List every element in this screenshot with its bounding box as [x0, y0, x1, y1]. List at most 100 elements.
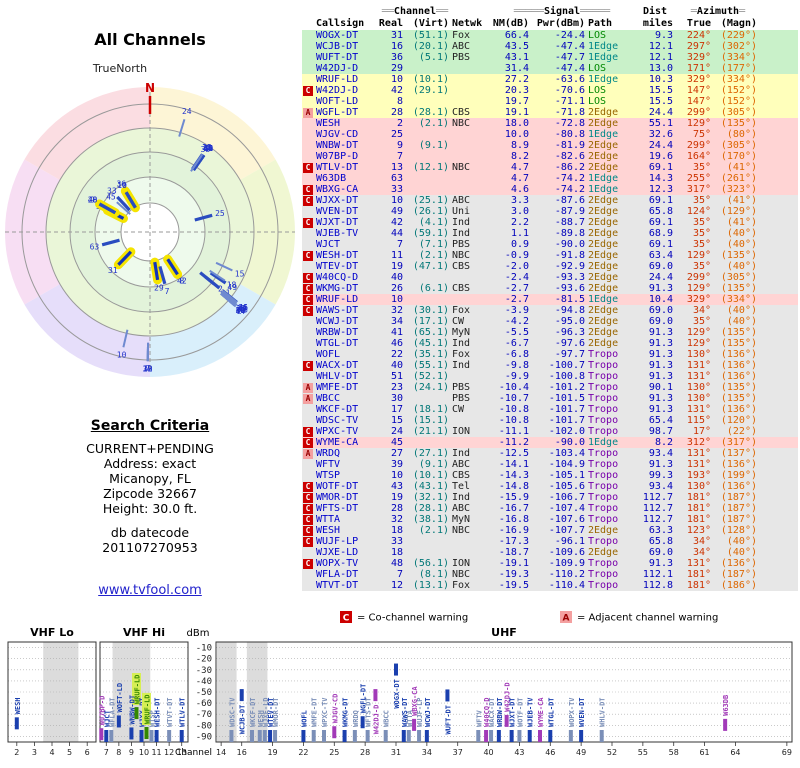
radar-spoke [209, 269, 226, 282]
callsign-cell: WRUF-LD [316, 74, 359, 85]
station-bar-label: WMOR-DT [272, 697, 280, 727]
station-bar [342, 730, 347, 742]
power-cell: -94.8 [554, 305, 585, 316]
network-cell: Ind [452, 228, 471, 239]
channel-tick-label: 16 [237, 748, 247, 757]
virtual-channel-cell: (25.1) [412, 195, 449, 206]
callsign-cell: WJXE-LD [316, 547, 359, 558]
nm-cell: -14.3 [498, 470, 529, 481]
radar-spoke-channel-label: 63 [90, 242, 100, 251]
search-criteria-lines: CURRENT+PENDING Address: exact Micanopy, F… [0, 441, 300, 516]
network-cell: NBC [452, 525, 471, 536]
azimuth-true-cell: 329° [686, 294, 711, 305]
adjacent-channel-legend-swatch [560, 611, 572, 623]
distance-cell: 91.3 [648, 338, 673, 349]
table-group-header: ══Channel══ ═════Signal═════ Dist ═Azimuth═ [381, 6, 746, 17]
path-cell: Tropo [588, 470, 619, 481]
power-cell: -110.4 [548, 580, 585, 591]
nm-cell: 19.1 [504, 107, 529, 118]
callsign-cell: WJXX-DT [316, 195, 359, 206]
real-channel-cell: 18 [390, 547, 403, 558]
radar-spoke-channel-label: 10 [117, 181, 127, 190]
network-cell: ABC [452, 459, 471, 470]
nm-cell: -16.9 [498, 525, 529, 536]
power-cell: -97.6 [554, 338, 585, 349]
power-cell: -47.7 [554, 52, 585, 63]
virtual-channel-cell [406, 96, 452, 107]
radar-spoke [158, 266, 167, 285]
callsign-cell: WRDQ [316, 448, 341, 459]
real-channel-cell: 23 [390, 382, 403, 393]
co-channel-warning-badge: C [303, 306, 313, 316]
station-bar-label: WJXE-LD [262, 697, 270, 727]
station-bar [352, 730, 357, 742]
azimuth-true-cell: 299° [686, 272, 711, 283]
radar-spoke [220, 292, 236, 307]
callsign-cell: WKMG-DT [316, 283, 359, 294]
virtual-channel-cell: (59.1) [412, 228, 449, 239]
virtual-channel-cell [406, 536, 452, 547]
distance-cell: 10.4 [648, 294, 673, 305]
virtual-channel-cell: (51.1) [412, 30, 449, 41]
highlight-box [142, 692, 151, 725]
tvfool-link[interactable]: www.tvfool.com [98, 583, 202, 598]
warning-cell: C [302, 195, 316, 206]
azimuth-magnetic-cell: (323°) [720, 184, 757, 195]
azimuth-magnetic-cell: (135°) [720, 118, 757, 129]
co-channel-warning-badge: C [303, 427, 313, 437]
table-row: WOFL 22 (35.1) Fox -6.8 -97.7 Tropo 91.3 130° (13… [302, 349, 798, 360]
callsign-cell: WRUF-LD [316, 294, 359, 305]
callsign-cell: WJGV-CD [316, 129, 359, 140]
station-bar [268, 730, 273, 742]
azimuth-magnetic-cell: (136°) [720, 371, 757, 382]
distance-cell: 12.3 [648, 184, 673, 195]
azimuth-magnetic-cell: (334°) [720, 294, 757, 305]
callsign-cell: WCJB-DT [316, 41, 359, 52]
callsign-cell: W42DJ-D [316, 63, 359, 74]
warning-cell [302, 41, 316, 52]
real-channel-cell: 28 [390, 107, 403, 118]
station-bar [250, 730, 254, 742]
network-cell: CBS [452, 107, 471, 118]
path-cell: 2Edge [588, 327, 619, 338]
real-channel-cell: 63 [390, 173, 403, 184]
real-channel-cell: 45 [390, 437, 403, 448]
real-channel-cell: 40 [390, 272, 403, 283]
path-cell: 1Edge [588, 41, 619, 52]
warning-cell: C [302, 294, 316, 305]
azimuth-magnetic-cell: (261°) [720, 173, 757, 184]
network-cell: Fox [452, 580, 471, 591]
radar-spoke [222, 292, 238, 306]
channel-tick-label: 12 [164, 748, 174, 757]
power-cell: -102.0 [548, 426, 585, 437]
radar-spoke-channel-label: 39 [236, 306, 246, 315]
callsign-cell: WOFT-LD [316, 96, 359, 107]
radar-spoke [166, 258, 179, 276]
station-bar-label: WOFL [300, 710, 308, 727]
table-row: WNBW-DT 9 (9.1) 8.9 -81.9 2Edge 24.4 299° (305°) [302, 140, 798, 151]
table-row: C WRUF-LD 10 -2.7 -81.5 1Edge 10.4 329° (334°) [302, 294, 798, 305]
power-cell: -109.9 [548, 558, 585, 569]
power-cell: -107.4 [548, 503, 585, 514]
warning-cell [302, 404, 316, 415]
callsign-cell: W07BP-D [316, 151, 359, 162]
radar-spoke-channel-label: 33 [201, 145, 211, 154]
nm-cell: 66.4 [504, 30, 529, 41]
radar-spoke-channel-label: 44 [204, 144, 214, 153]
station-bar-label: WFLA-DT [108, 697, 116, 727]
channel-tick-label: 58 [669, 748, 679, 757]
path-cell: 2Edge [588, 195, 619, 206]
power-cell: -101.7 [548, 404, 585, 415]
co-channel-warning-badge: C [303, 251, 313, 261]
warning-cell [302, 30, 316, 41]
radar-spoke-channel-label: 10 [117, 181, 127, 190]
co-channel-warning-badge: C [303, 493, 313, 503]
dbm-tick-label: -80 [196, 721, 212, 731]
azimuth-magnetic-cell: (41°) [726, 162, 757, 173]
warning-cell [302, 371, 316, 382]
network-cell: CW [452, 404, 465, 415]
table-row: A WRDQ 27 (27.1) Ind -12.5 -103.4 Tropo 93.4 131°… [302, 448, 798, 459]
callsign-cell: WHLV-DT [316, 371, 359, 382]
network-cell [452, 96, 490, 107]
real-channel-cell: 28 [390, 503, 403, 514]
